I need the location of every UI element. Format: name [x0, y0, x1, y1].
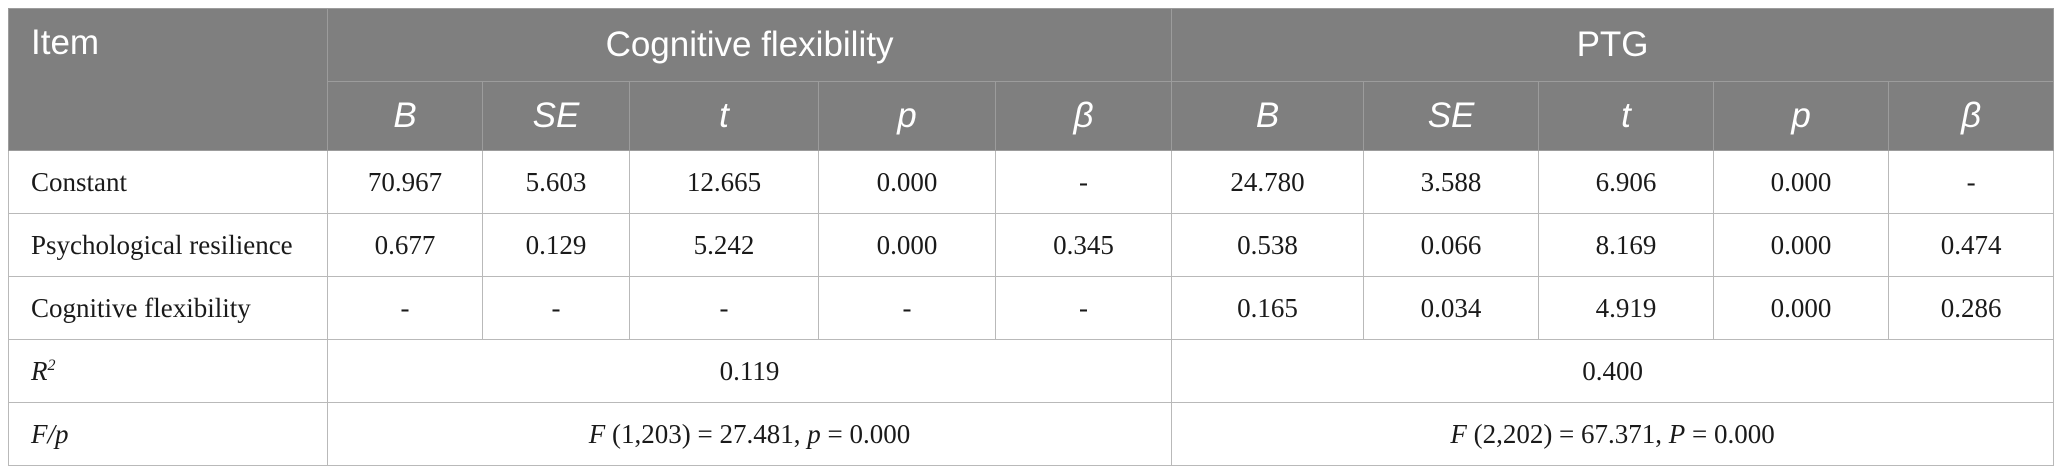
r-squared-ptg: 0.400 — [1171, 339, 2055, 403]
table-cell: 0.000 — [1713, 150, 1890, 214]
table-cell: - — [994, 150, 1173, 214]
f-p-row: F/p F (1,203) = 27.481, p = 0.000 F (2,2… — [8, 402, 2055, 466]
f-symbol: F — [588, 418, 606, 449]
subheader-p: p — [1713, 81, 1890, 151]
subheader-beta: β — [994, 81, 1173, 151]
table-cell: 0.000 — [1713, 276, 1890, 340]
subheader-b: B — [327, 81, 483, 151]
table-row: Constant 70.967 5.603 12.665 0.000 - 24.… — [8, 150, 2055, 214]
p-value: = 0.000 — [1685, 418, 1775, 449]
table-cell: 5.603 — [482, 150, 630, 214]
r-squared-row: R2 0.119 0.400 — [8, 339, 2055, 403]
table-cell: 0.066 — [1363, 213, 1540, 277]
f-p-ptg: F (2,202) = 67.371, P = 0.000 — [1171, 402, 2055, 466]
row-label: Psychological resilience — [8, 213, 328, 277]
table-cell: 0.000 — [1713, 213, 1890, 277]
table-cell: 24.780 — [1171, 150, 1365, 214]
p-value: = 0.000 — [820, 418, 911, 449]
p-symbol: p — [807, 418, 821, 449]
table-cell: 0.538 — [1171, 213, 1365, 277]
table-cell: - — [818, 276, 996, 340]
subheader-p: p — [818, 81, 996, 151]
table-cell: 12.665 — [629, 150, 819, 214]
table-row: Psychological resilience 0.677 0.129 5.2… — [8, 213, 2055, 277]
subheader-t: t — [629, 81, 819, 151]
regression-table: Item Cognitive flexibility PTG B SE t p … — [8, 8, 2055, 466]
group-header-cognitive-flexibility: Cognitive flexibility — [326, 8, 1173, 82]
regression-table-container: Item Cognitive flexibility PTG B SE t p … — [8, 8, 2055, 466]
header-row-subcolumns: B SE t p β B SE t p β — [9, 81, 2055, 151]
r-squared-label: R2 — [8, 339, 328, 403]
table-cell: 0.677 — [327, 213, 483, 277]
table-cell: - — [1888, 150, 2055, 214]
table-cell: 70.967 — [327, 150, 483, 214]
table-row: Cognitive flexibility - - - - - 0.165 0.… — [8, 276, 2055, 340]
header-row-groups: Item Cognitive flexibility PTG — [8, 8, 2055, 151]
table-cell: 4.919 — [1538, 276, 1715, 340]
row-label: Constant — [8, 150, 328, 214]
table-cell: 0.345 — [994, 213, 1173, 277]
subheader-t: t — [1538, 81, 1715, 151]
table-cell: 0.165 — [1171, 276, 1365, 340]
p-symbol: P — [1668, 418, 1686, 449]
table-cell: 0.034 — [1363, 276, 1540, 340]
row-label: Cognitive flexibility — [8, 276, 328, 340]
r-squared-exponent: 2 — [47, 356, 56, 374]
f-p-label: F/p — [8, 402, 328, 466]
group-header-ptg: PTG — [1171, 8, 2055, 82]
subheader-beta: β — [1888, 81, 2055, 151]
table-cell: - — [994, 276, 1173, 340]
f-p-cognitive-flexibility: F (1,203) = 27.481, p = 0.000 — [326, 402, 1173, 466]
table-cell: 0.286 — [1888, 276, 2055, 340]
f-symbol: F — [1450, 418, 1467, 449]
table-cell: 8.169 — [1538, 213, 1715, 277]
f-args: (2,202) = 67.371, — [1466, 418, 1669, 449]
table-cell: 3.588 — [1363, 150, 1540, 214]
table-cell: 0.129 — [482, 213, 630, 277]
r-squared-symbol: R — [31, 355, 48, 386]
f-args: (1,203) = 27.481, — [605, 418, 808, 449]
subheader-b: B — [1171, 81, 1365, 151]
table-cell: 0.474 — [1888, 213, 2055, 277]
item-column-header: Item — [8, 8, 328, 151]
table-cell: - — [629, 276, 819, 340]
table-cell: 6.906 — [1538, 150, 1715, 214]
table-cell: - — [482, 276, 630, 340]
subheader-se: SE — [482, 81, 630, 151]
table-cell: - — [327, 276, 483, 340]
table-cell: 5.242 — [629, 213, 819, 277]
subheader-se: SE — [1363, 81, 1540, 151]
table-cell: 0.000 — [818, 150, 996, 214]
r-squared-cognitive-flexibility: 0.119 — [326, 339, 1173, 403]
table-cell: 0.000 — [818, 213, 996, 277]
